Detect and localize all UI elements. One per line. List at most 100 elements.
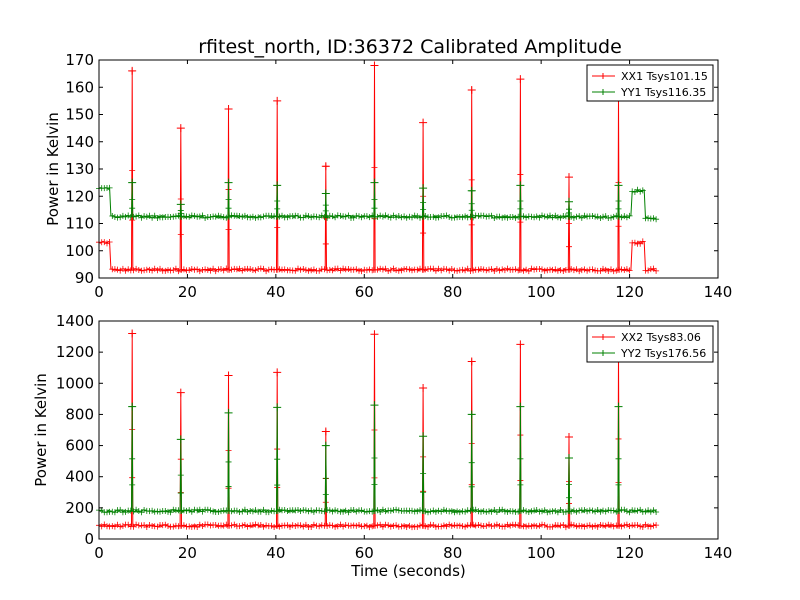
spike-peak-marker <box>467 85 476 94</box>
spike-mid-marker <box>322 475 329 482</box>
spike-mid-marker <box>517 455 524 462</box>
spike-mid-marker <box>274 205 281 212</box>
spike-mid-marker <box>371 205 378 212</box>
spike-peak-marker <box>273 181 282 190</box>
spike-mid-marker <box>468 459 475 466</box>
spike-mid-marker <box>177 490 184 497</box>
spike-mid-marker <box>517 205 524 212</box>
y-tick-label: 600 <box>65 437 94 455</box>
spike-mid-marker <box>177 207 184 214</box>
spike-mid-marker <box>468 200 475 207</box>
legend-entry-label: XX2 Tsys83.06 <box>621 331 701 344</box>
spike-mid-marker <box>225 226 232 233</box>
spike-peak-marker <box>321 189 330 198</box>
spike-peak-marker <box>564 433 573 442</box>
spike-mid-marker <box>565 481 572 488</box>
spike-peak-marker <box>614 181 623 190</box>
y-tick-label: 1000 <box>56 374 94 392</box>
spike-mid-marker <box>420 489 427 496</box>
legend-swatch-marker <box>600 89 606 95</box>
spike-mid-marker <box>322 240 329 247</box>
spike-mid-marker <box>225 483 232 490</box>
x-tick-label: 120 <box>615 283 644 301</box>
spike-mid-marker <box>274 224 281 231</box>
spike-mid-marker <box>565 494 572 501</box>
x-tick-label: 100 <box>527 283 556 301</box>
legend-swatch-marker <box>600 334 606 340</box>
spike-peak-marker <box>370 330 379 339</box>
spike-mid-marker <box>468 483 475 490</box>
spike-peak-marker <box>224 178 233 187</box>
spike-mid-marker <box>129 167 136 174</box>
spike-peak-marker <box>176 388 185 397</box>
spike-peak-marker <box>564 173 573 182</box>
y-tick-label: 1400 <box>56 312 94 330</box>
spike-peak-marker <box>273 368 282 377</box>
spike-peak-marker <box>370 178 379 187</box>
spike-mid-marker <box>371 481 378 488</box>
spike-mid-marker <box>371 196 378 203</box>
y-tick-label: 140 <box>65 133 94 151</box>
spike-peak-marker <box>370 401 379 410</box>
spike-peak-marker <box>321 162 330 171</box>
spike-mid-marker <box>274 482 281 489</box>
spike-mid-marker <box>615 205 622 212</box>
spike-mid-marker <box>420 470 427 477</box>
bottom-panel: 0 20 40 60 80 100 120 1400200400600800100012001… <box>32 312 732 580</box>
spike-peak-marker <box>273 96 282 105</box>
spike-peak-marker <box>176 200 185 209</box>
spike-mid-marker <box>177 472 184 479</box>
x-tick-label: 60 <box>355 283 374 301</box>
spike-peak-marker <box>564 197 573 206</box>
spike-mid-marker <box>517 171 524 178</box>
y-tick-label: 130 <box>65 160 94 178</box>
x-axis-label: Time (seconds) <box>350 562 466 580</box>
series-1-group <box>96 61 660 275</box>
spike-peak-marker <box>419 432 428 441</box>
y-tick-label: 110 <box>65 215 94 233</box>
spike-mid-marker <box>274 456 281 463</box>
x-tick-label: 40 <box>266 283 285 301</box>
y-tick-label: 150 <box>65 106 94 124</box>
spike-mid-marker <box>517 219 524 226</box>
spike-mid-marker <box>565 220 572 227</box>
x-tick-label: 40 <box>266 544 285 562</box>
legend-entry-label: YY1 Tsys116.35 <box>620 86 706 99</box>
spike-mid-marker <box>129 481 136 488</box>
spike-peak-marker <box>224 408 233 417</box>
spike-mid-marker <box>615 455 622 462</box>
axes-frame <box>98 320 719 540</box>
spike-mid-marker <box>177 231 184 238</box>
y-tick-label: 800 <box>65 405 94 423</box>
spike-peak-marker <box>516 402 525 411</box>
x-tick-label: 140 <box>704 544 733 562</box>
spike-mid-marker <box>565 500 572 507</box>
y-tick-label: 100 <box>65 242 94 260</box>
spike-peak-marker <box>467 357 476 366</box>
spike-peak-marker <box>224 105 233 114</box>
x-tick-label: 0 <box>94 544 104 562</box>
series-line-1 <box>98 333 657 528</box>
spike-peak-marker <box>614 402 623 411</box>
spike-mid-marker <box>129 455 136 462</box>
spike-peak-marker <box>128 329 137 338</box>
spike-peak-marker <box>224 371 233 380</box>
spike-mid-marker <box>468 207 475 214</box>
spike-mid-marker <box>225 458 232 465</box>
legend-box <box>586 64 714 102</box>
x-tick-label: 20 <box>178 544 197 562</box>
spike-mid-marker <box>615 223 622 230</box>
x-tick-label: 20 <box>178 283 197 301</box>
x-tick-label: 0 <box>94 283 104 301</box>
spike-mid-marker <box>615 481 622 488</box>
spike-peak-marker <box>516 181 525 190</box>
spike-mid-marker <box>615 198 622 205</box>
spike-peak-marker <box>128 402 137 411</box>
spike-mid-marker <box>565 243 572 250</box>
spike-peak-marker <box>370 61 379 70</box>
x-tick-label: 100 <box>527 544 556 562</box>
legend-box <box>586 325 714 363</box>
series-line-2 <box>98 405 657 514</box>
spike-mid-marker <box>565 206 572 213</box>
